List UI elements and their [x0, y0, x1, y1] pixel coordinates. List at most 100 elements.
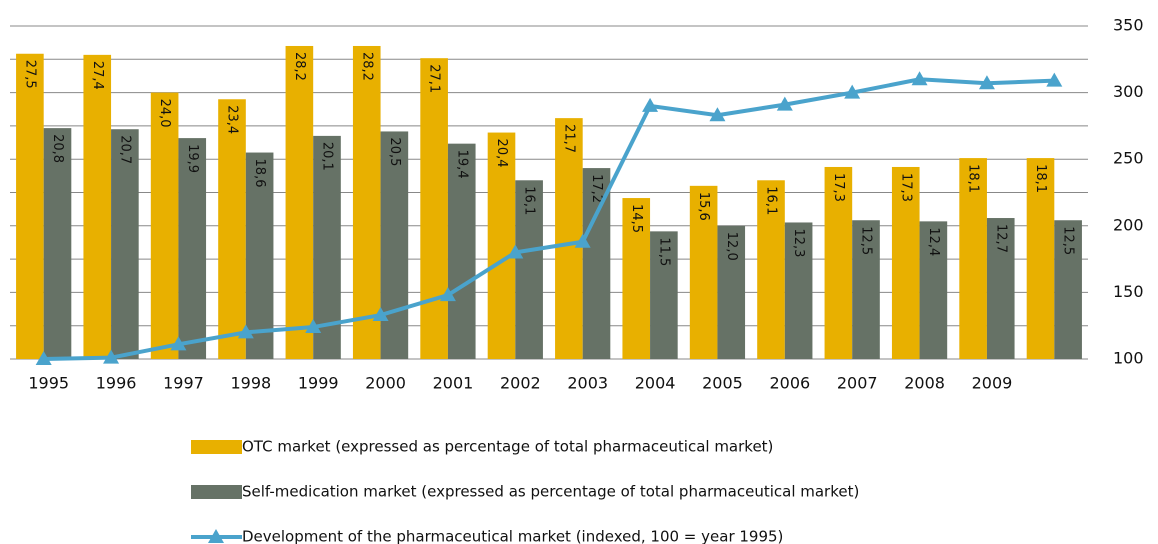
bar-value-label: 17,3 — [898, 173, 913, 202]
bar — [111, 129, 139, 359]
x-tick-label: 1999 — [298, 374, 339, 393]
marker — [35, 351, 52, 365]
bar — [717, 225, 746, 359]
bar-value-label: 12,4 — [926, 227, 941, 256]
legend-label: Development of the pharmaceutical market… — [242, 528, 783, 544]
bar-value-label: 12,0 — [724, 232, 739, 261]
bar — [43, 128, 72, 359]
bar — [622, 198, 651, 359]
marker — [844, 84, 861, 99]
x-tick-label: 2003 — [567, 374, 608, 393]
bar-value-label: 14,5 — [629, 204, 644, 233]
bar-value-label: 20,5 — [387, 137, 402, 166]
y-tick-label: 150 — [1113, 282, 1144, 301]
bar — [824, 166, 853, 359]
bar-value-label: 20,4 — [494, 139, 509, 168]
bar — [959, 158, 987, 359]
x-tick-label: 1995 — [28, 374, 69, 393]
marker — [305, 319, 322, 334]
bar — [515, 180, 543, 359]
x-tick-label: 1997 — [163, 374, 204, 393]
bar — [150, 92, 179, 359]
marker — [439, 287, 456, 302]
bar-value-label: 11,5 — [656, 237, 671, 266]
bar-value-label: 23,4 — [225, 105, 240, 134]
bar-value-label: 21,7 — [561, 124, 576, 153]
x-tick-label: 2002 — [500, 374, 541, 393]
bar-value-label: 12,5 — [858, 226, 873, 255]
marker — [642, 97, 659, 112]
bar-value-label: 20,8 — [50, 134, 65, 163]
bar-value-label: 12,3 — [791, 228, 806, 257]
bar — [650, 231, 678, 359]
x-tick-label: 2009 — [972, 374, 1013, 393]
marker — [507, 244, 524, 259]
y-tick-label: 300 — [1113, 82, 1144, 101]
bar-value-label: 27,5 — [22, 60, 37, 89]
bar-value-label: 18,1 — [1033, 164, 1048, 193]
marker — [1046, 72, 1063, 87]
bar-value-label: 28,2 — [359, 52, 374, 81]
x-tick-label: 1996 — [96, 374, 137, 393]
marker — [103, 349, 120, 364]
x-tick-label: 2005 — [702, 374, 743, 393]
marker — [911, 71, 928, 86]
x-tick-label: 2006 — [769, 374, 810, 393]
x-tick-label: 2000 — [365, 374, 406, 393]
bar — [380, 131, 409, 359]
bar-value-label: 27,1 — [427, 64, 442, 93]
y-tick-label: 200 — [1113, 215, 1144, 234]
bar — [689, 185, 718, 359]
bar — [852, 220, 880, 359]
bar-value-label: 27,4 — [90, 61, 105, 90]
legend-label: Self-medication market (expressed as per… — [242, 483, 859, 501]
bar-value-label: 18,6 — [252, 159, 267, 188]
legend-swatch — [191, 485, 242, 499]
marker — [978, 75, 995, 90]
bar — [1054, 220, 1082, 359]
bar — [891, 166, 920, 359]
x-tick-label: 2008 — [904, 374, 945, 393]
bar — [352, 45, 381, 359]
bar-value-label: 19,4 — [454, 150, 469, 179]
bar-value-label: 20,1 — [319, 142, 334, 171]
marker — [170, 336, 187, 351]
bar — [1026, 158, 1055, 359]
bar — [420, 58, 448, 359]
bar — [447, 143, 476, 359]
bar — [83, 54, 112, 360]
bar-value-label: 24,0 — [157, 99, 172, 128]
bar — [757, 180, 785, 359]
x-tick-label: 2007 — [837, 374, 878, 393]
bar — [555, 118, 583, 359]
bar — [986, 218, 1015, 359]
bar — [245, 152, 274, 359]
legend-label: OTC market (expressed as percentage of t… — [242, 438, 773, 456]
marker — [372, 307, 389, 322]
bar-value-label: 17,3 — [831, 173, 846, 202]
x-tick-label: 2004 — [635, 374, 676, 393]
bar-value-label: 15,6 — [696, 192, 711, 221]
bar — [919, 221, 948, 359]
y-tick-label: 350 — [1113, 16, 1144, 35]
bar — [218, 99, 246, 359]
x-tick-label: 2001 — [433, 374, 474, 393]
bar-value-label: 18,1 — [966, 164, 981, 193]
bar-value-label: 16,1 — [522, 186, 537, 215]
marker — [574, 233, 591, 248]
line — [43, 77, 1055, 361]
bar — [16, 53, 44, 359]
bar-value-label: 12,5 — [1061, 226, 1076, 255]
bar — [487, 132, 516, 359]
bar-value-label: 20,7 — [117, 135, 132, 164]
bar-value-label: 16,1 — [764, 186, 779, 215]
marker — [776, 96, 793, 111]
legend-marker — [208, 529, 224, 543]
bar-value-label: 19,9 — [185, 144, 200, 173]
x-tick-label: 1998 — [230, 374, 271, 393]
marker — [237, 324, 254, 339]
y-tick-label: 250 — [1113, 149, 1144, 168]
bar-value-label: 12,7 — [993, 224, 1008, 253]
bar — [285, 45, 314, 359]
